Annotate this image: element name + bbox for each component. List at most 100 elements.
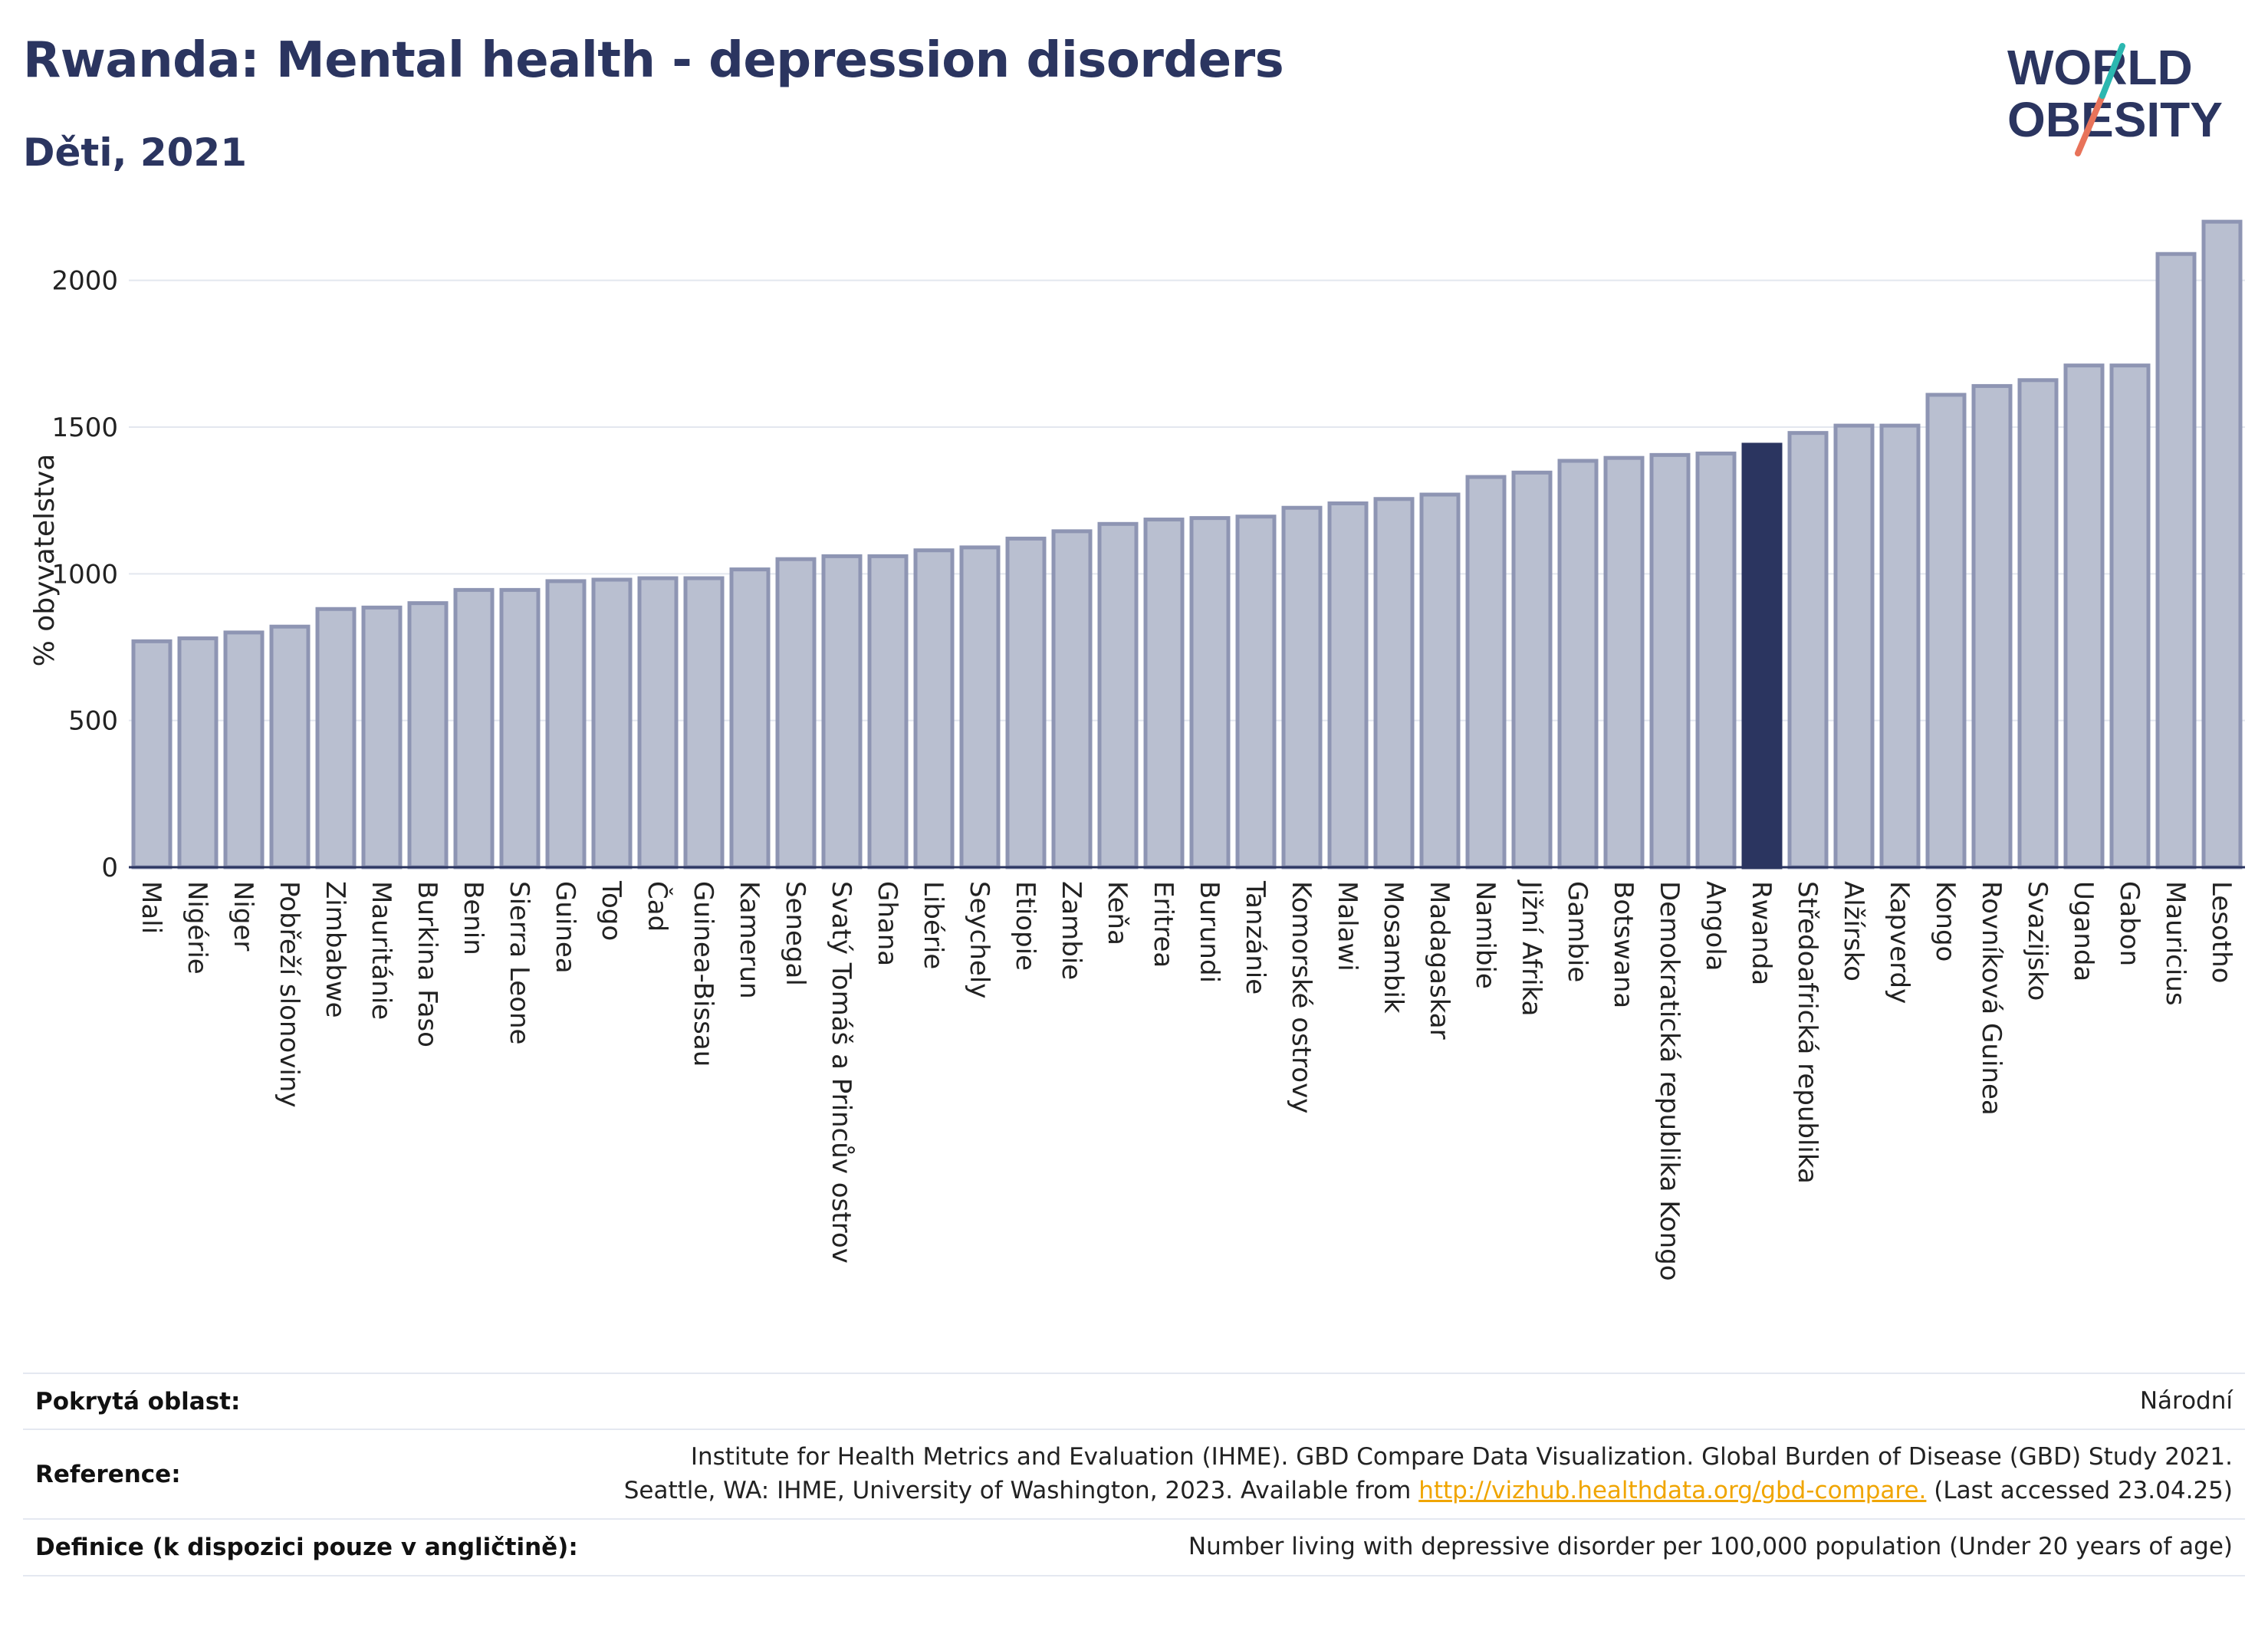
bar-2 xyxy=(223,630,265,870)
y-axis-label: % obyvatelstva xyxy=(29,454,61,667)
bar-40 xyxy=(1971,383,2013,870)
x-tick-label: Senegal xyxy=(780,881,810,986)
bar-14 xyxy=(775,557,817,870)
logo-slash-teal xyxy=(2099,43,2125,99)
bar-23 xyxy=(1189,516,1231,870)
bar-34 xyxy=(1695,451,1737,870)
reference-accessed: (Last accessed 23.04.25) xyxy=(1926,1476,2233,1504)
bar-37 xyxy=(1833,423,1875,870)
bar-13 xyxy=(729,567,771,870)
x-tick-label: Kapverdy xyxy=(1884,881,1915,1004)
x-tick-label: Togo xyxy=(596,880,626,941)
x-tick-label: Botswana xyxy=(1608,881,1639,1008)
bar-30 xyxy=(1511,470,1553,870)
bar-15 xyxy=(821,554,863,870)
bar-27 xyxy=(1373,497,1415,870)
coverage-value: Národní xyxy=(590,1372,2245,1430)
x-tick-label: Namibie xyxy=(1470,881,1500,989)
bar-7 xyxy=(453,587,495,870)
y-tick-label: 2000 xyxy=(51,266,118,297)
bar-38 xyxy=(1879,423,1921,870)
bar-19 xyxy=(1005,536,1047,870)
x-tick-label: Svatý Tomáš a Princův ostrov xyxy=(826,881,856,1264)
x-tick-label: Mali xyxy=(136,881,166,934)
bar-41 xyxy=(2017,378,2059,870)
info-table: Pokrytá oblast: Národní Reference: Insti… xyxy=(23,1372,2245,1576)
definition-label: Definice (k dispozici pouze v angličtině… xyxy=(23,1518,590,1576)
x-tick-label: Demokratická republika Kongo xyxy=(1654,881,1685,1281)
x-tick-label: Zambie xyxy=(1056,881,1086,980)
bar-0 xyxy=(131,639,173,870)
logo-line2: OBESITY xyxy=(2007,92,2223,147)
x-tick-label: Niger xyxy=(228,881,258,951)
bar-18 xyxy=(959,545,1001,870)
x-tick-label: Pobřeží slonoviny xyxy=(274,881,304,1107)
bar-21 xyxy=(1097,521,1139,870)
y-tick-label: 500 xyxy=(68,706,118,737)
x-tick-label: Mauritánie xyxy=(366,881,396,1020)
x-tick-label: Eritrea xyxy=(1148,881,1178,968)
bar-4 xyxy=(315,607,357,870)
x-tick-label: Svazijsko xyxy=(2022,881,2053,1001)
x-tick-label: Nigérie xyxy=(182,881,212,975)
logo-line1: WORLD xyxy=(2007,40,2193,95)
x-tick-label: Ghana xyxy=(872,881,902,966)
x-tick-label: Zimbabwe xyxy=(320,881,350,1018)
x-tick-label: Kamerun xyxy=(734,881,764,999)
bar-33 xyxy=(1649,452,1691,870)
x-tick-label: Angola xyxy=(1700,881,1731,971)
reference-line2: Seattle, WA: IHME, University of Washing… xyxy=(603,1475,2233,1507)
x-tick-label: Alžírsko xyxy=(1838,881,1869,981)
bar-12 xyxy=(683,576,725,870)
x-tick-label: Keňa xyxy=(1102,881,1132,945)
bar-24 xyxy=(1235,515,1277,870)
chart-subtitle: Děti, 2021 xyxy=(23,130,248,175)
bar-22 xyxy=(1143,518,1185,870)
reference-value: Institute for Health Metrics and Evaluat… xyxy=(590,1429,2245,1520)
reference-link[interactable]: http://vizhub.healthdata.org/gbd-compare… xyxy=(1418,1476,1927,1504)
bar-31 xyxy=(1557,459,1599,870)
y-tick-label: 1000 xyxy=(51,559,118,590)
bar-3 xyxy=(269,624,311,870)
x-tick-label: Guinea xyxy=(550,881,580,974)
bar-6 xyxy=(407,601,449,870)
x-tick-label: Lesotho xyxy=(2206,881,2237,983)
bar-8 xyxy=(499,587,541,870)
bar-32 xyxy=(1603,455,1645,870)
bar-11 xyxy=(637,576,679,870)
bar-28 xyxy=(1419,492,1461,870)
bar-9 xyxy=(545,579,587,870)
x-tick-label: Mauricius xyxy=(2160,881,2191,1006)
logo-slash-red xyxy=(2075,93,2105,156)
x-tick-label: Čad xyxy=(642,881,673,932)
x-tick-label: Madagaskar xyxy=(1424,881,1454,1040)
coverage-label: Pokrytá oblast: xyxy=(23,1372,590,1430)
bar-39 xyxy=(1925,393,1967,870)
definition-value: Number living with depressive disorder p… xyxy=(590,1518,2245,1576)
chart-title: Rwanda: Mental health - depression disor… xyxy=(23,32,1284,89)
x-tick-label: Guinea-Bissau xyxy=(688,881,718,1067)
bar-chart: 0 500 1000 1500 2000 % obyvatelstva Mali Nigéri… xyxy=(29,219,2245,1281)
x-tick-label: Rwanda xyxy=(1746,881,1777,985)
bar-26 xyxy=(1327,501,1369,870)
reference-label: Reference: xyxy=(23,1429,590,1520)
bar-20 xyxy=(1051,529,1093,870)
x-tick-label: Sierra Leone xyxy=(504,881,534,1044)
x-tick-label: Rovníková Guinea xyxy=(1976,881,2007,1116)
x-tick-label: Středoafrická republika xyxy=(1792,881,1823,1184)
x-tick-label: Gambie xyxy=(1562,881,1593,982)
bar-17 xyxy=(913,548,955,870)
bar-25 xyxy=(1281,505,1323,870)
x-tick-label: Seychely xyxy=(964,881,994,998)
x-tick-label: Jižní Afrika xyxy=(1516,879,1547,1017)
bar-1 xyxy=(177,636,219,870)
bar-29 xyxy=(1465,475,1507,870)
x-tick-label: Malawi xyxy=(1332,881,1362,972)
world-obesity-logo: WORLD OBESITY xyxy=(2007,40,2223,156)
bar-16 xyxy=(867,554,909,870)
x-tick-label: Mosambik xyxy=(1378,881,1408,1014)
x-tick-label: Libérie xyxy=(918,881,948,969)
bar-5 xyxy=(361,605,403,870)
bar-36 xyxy=(1787,431,1829,870)
reference-line2-text: Seattle, WA: IHME, University of Washing… xyxy=(623,1476,1412,1504)
